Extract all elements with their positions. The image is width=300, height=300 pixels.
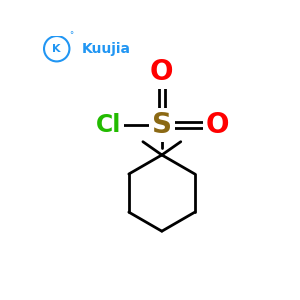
Text: O: O xyxy=(206,111,229,139)
Text: K: K xyxy=(52,44,61,54)
Text: S: S xyxy=(152,111,172,139)
Text: Kuujia: Kuujia xyxy=(82,42,131,56)
Text: Cl: Cl xyxy=(96,113,122,137)
Text: Cl: Cl xyxy=(96,113,122,137)
Text: O: O xyxy=(150,58,174,86)
Text: °: ° xyxy=(69,32,73,40)
Text: O: O xyxy=(206,111,229,139)
Text: O: O xyxy=(150,58,174,86)
Text: S: S xyxy=(152,111,172,139)
